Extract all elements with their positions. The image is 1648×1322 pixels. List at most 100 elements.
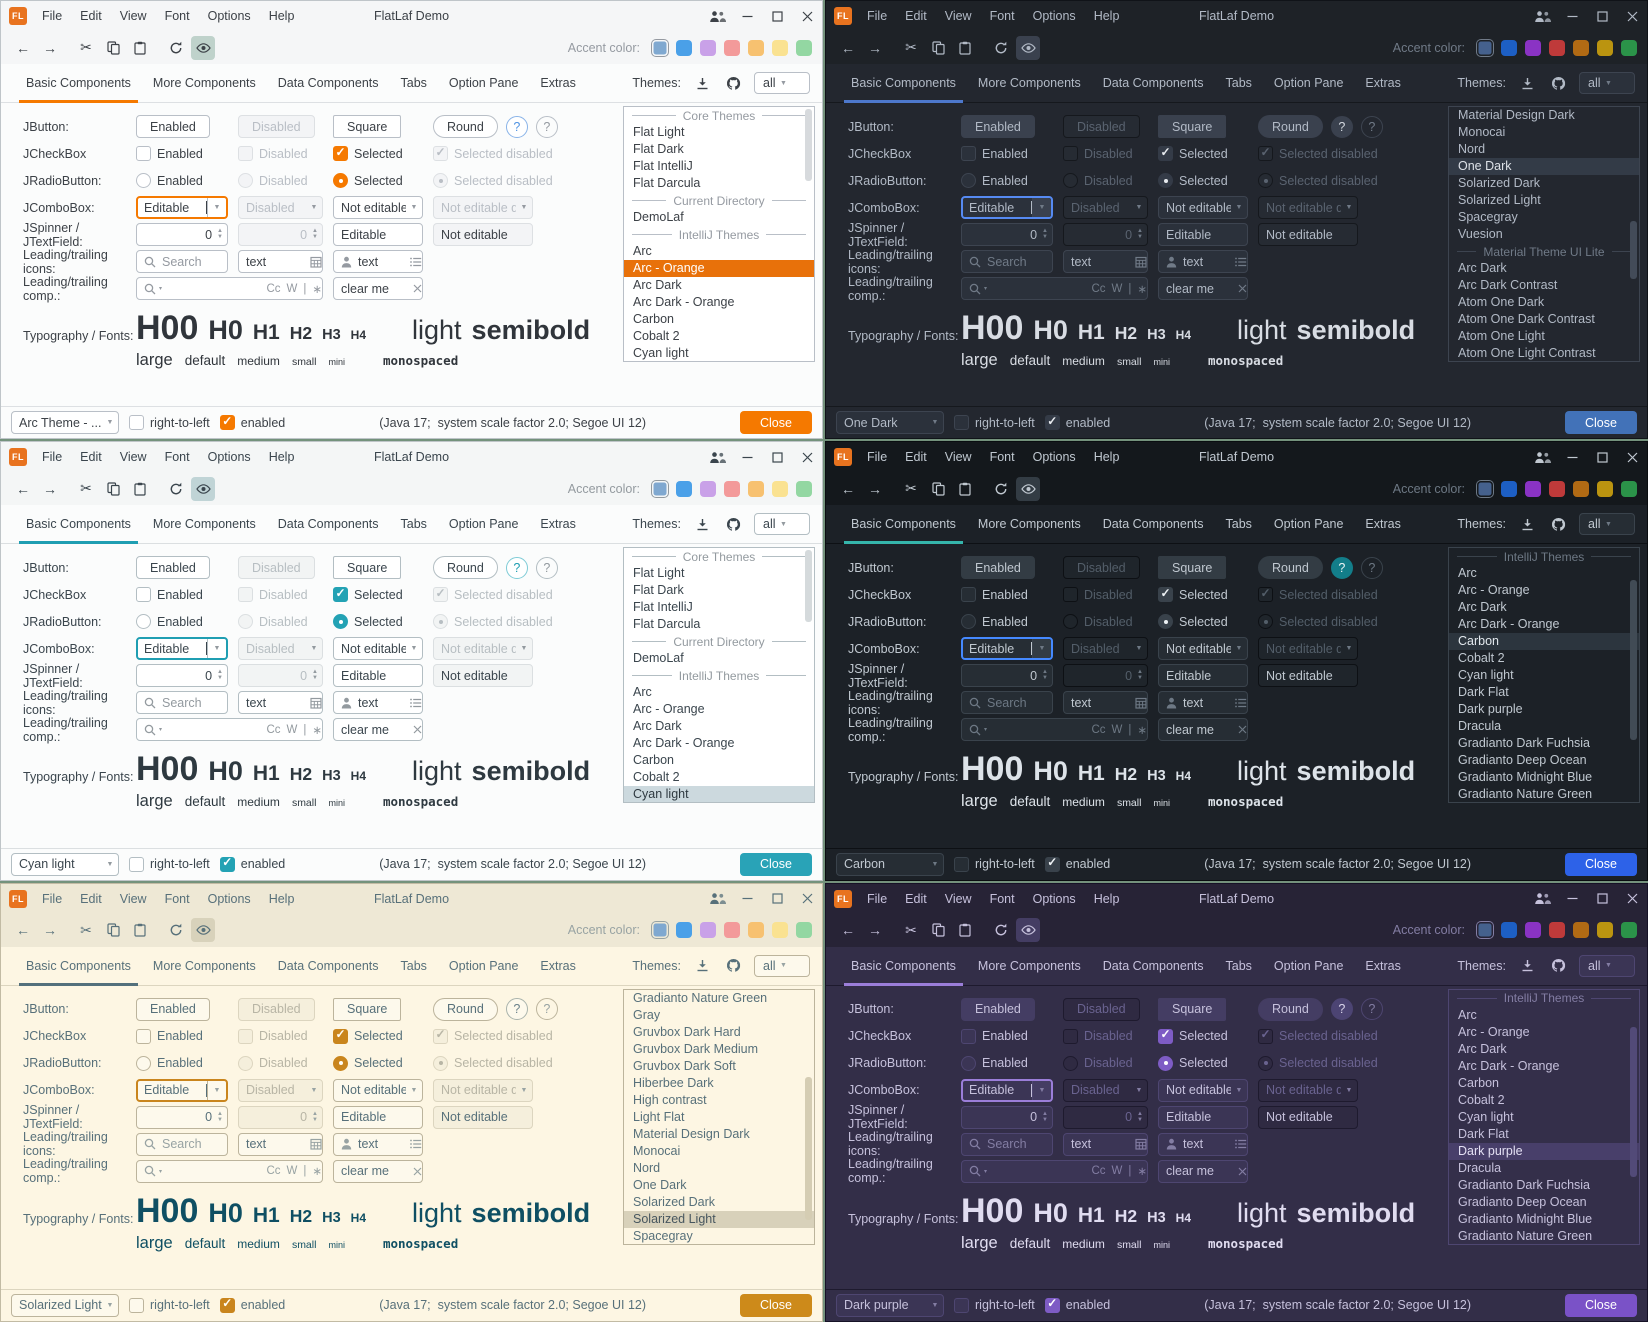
accent-swatch-3[interactable] <box>1525 480 1541 497</box>
accent-swatch-5[interactable] <box>748 39 764 56</box>
search-dropdown-icon[interactable] <box>144 283 156 295</box>
search-input[interactable]: Search <box>136 250 228 273</box>
theme-item-material-design-dark[interactable]: Material Design Dark <box>1458 108 1575 122</box>
enabled-checkbox[interactable]: enabled <box>1044 414 1110 431</box>
accent-swatch-3[interactable] <box>700 39 716 56</box>
refresh-icon[interactable] <box>989 36 1013 60</box>
theme-select-combo[interactable]: Carbon ▼ <box>836 852 944 876</box>
paste-icon[interactable] <box>128 36 152 60</box>
copy-icon[interactable] <box>101 477 125 501</box>
right-to-left-checkbox[interactable]: right-to-left <box>129 1297 210 1313</box>
github-icon[interactable] <box>723 73 743 93</box>
download-icon[interactable] <box>692 956 712 976</box>
theme-item-carbon[interactable]: Carbon <box>1449 633 1639 651</box>
close-window-button[interactable] <box>1617 442 1647 472</box>
tab-option-pane[interactable]: Option Pane <box>448 76 519 90</box>
copy-icon[interactable] <box>926 918 950 942</box>
textfield-editable[interactable]: Editable <box>333 664 423 688</box>
user-input[interactable]: text <box>1158 1132 1248 1156</box>
accent-swatch-1[interactable] <box>652 922 668 939</box>
tab-extras[interactable]: Extras <box>540 958 576 973</box>
theme-item-flat-light[interactable]: Flat Light <box>633 125 685 139</box>
list-icon[interactable] <box>410 257 422 267</box>
menu-file[interactable]: File <box>867 9 888 23</box>
radio-selected[interactable]: Selected <box>1158 1055 1228 1071</box>
radio-enabled[interactable]: Enabled <box>136 614 203 630</box>
checkbox-enabled[interactable]: Enabled <box>961 146 1028 161</box>
combobox-not-editable[interactable]: Not editable ▼ <box>1158 196 1248 219</box>
spinner[interactable]: 0 ▲ ▼ <box>136 1105 228 1129</box>
textfield-editable[interactable]: Editable <box>1158 664 1248 688</box>
enabled-button[interactable]: Enabled <box>961 556 1035 580</box>
combobox-not-editable[interactable]: Not editable ▼ <box>333 196 423 219</box>
theme-item-arc[interactable]: Arc <box>1458 566 1477 581</box>
theme-item-dark-flat[interactable]: Dark Flat <box>1458 685 1509 700</box>
github-icon[interactable] <box>1548 956 1568 976</box>
spinner-arrows-icon[interactable]: ▲ ▼ <box>1042 669 1048 682</box>
forward-icon[interactable]: → <box>43 39 57 56</box>
accent-swatch-1[interactable] <box>1477 39 1493 56</box>
spinner-arrows-icon[interactable]: ▲ ▼ <box>217 669 223 682</box>
radio-enabled[interactable]: Enabled <box>136 173 203 188</box>
tab-basic-components[interactable]: Basic Components <box>15 947 142 986</box>
maximize-button[interactable] <box>762 884 792 914</box>
chevron-down-icon[interactable]: ▼ <box>207 1080 226 1100</box>
accent-swatch-7[interactable] <box>1621 480 1637 497</box>
menu-font[interactable]: Font <box>989 9 1015 23</box>
theme-item-gradianto-midnight-blue[interactable]: Gradianto Midnight Blue <box>1458 770 1593 785</box>
chevron-down-icon[interactable]: ▼ <box>1032 639 1051 659</box>
radio-enabled[interactable]: Enabled <box>136 1055 203 1071</box>
tab-extras[interactable]: Extras <box>540 517 576 532</box>
clear-icon[interactable] <box>413 284 422 293</box>
tab-option-pane[interactable]: Option Pane <box>448 517 519 532</box>
tab-tabs[interactable]: Tabs <box>1225 76 1252 90</box>
user-input[interactable]: text <box>1158 250 1248 273</box>
theme-item-cobalt-2[interactable]: Cobalt 2 <box>1458 651 1505 666</box>
eye-toggle[interactable] <box>1016 35 1040 60</box>
spinner[interactable]: 0 ▲ ▼ <box>136 223 228 246</box>
help-button-primary[interactable]: ? <box>1330 556 1353 579</box>
clearable-input[interactable]: clear me <box>1158 1159 1248 1183</box>
theme-item-spacegray[interactable]: Spacegray <box>633 1228 693 1243</box>
enabled-checkbox[interactable]: enabled <box>219 855 285 872</box>
accent-swatch-1[interactable] <box>1477 922 1493 939</box>
combobox-editable[interactable]: Editable ▼ <box>961 1078 1053 1102</box>
combobox-not-editable[interactable]: Not editable ▼ <box>333 637 423 661</box>
regex-toggle[interactable]: ∗ <box>1137 724 1147 737</box>
theme-item-carbon[interactable]: Carbon <box>633 312 674 326</box>
cut-icon[interactable]: ✂ <box>80 39 92 55</box>
user-input[interactable]: text <box>1158 691 1248 715</box>
theme-item-cobalt-2[interactable]: Cobalt 2 <box>633 329 680 343</box>
theme-item-arc-dark[interactable]: Arc Dark <box>1458 1041 1507 1056</box>
theme-item-arc[interactable]: Arc <box>633 685 652 700</box>
whole-word-toggle[interactable]: W <box>1111 723 1123 736</box>
theme-item-monocai[interactable]: Monocai <box>633 1143 681 1158</box>
close-window-button[interactable] <box>1617 1 1647 31</box>
radio-selected[interactable]: Selected <box>1158 614 1228 630</box>
accent-swatch-2[interactable] <box>1501 480 1517 497</box>
theme-item-flat-dark[interactable]: Flat Dark <box>633 142 684 156</box>
users-icon[interactable] <box>1527 442 1557 472</box>
forward-icon[interactable]: → <box>868 922 882 939</box>
radio-selected[interactable]: Selected <box>333 614 403 630</box>
refresh-icon[interactable] <box>164 477 188 501</box>
accent-swatch-2[interactable] <box>1501 922 1517 939</box>
accent-swatch-7[interactable] <box>796 922 812 939</box>
menu-options[interactable]: Options <box>207 891 251 906</box>
theme-item-one-dark[interactable]: One Dark <box>633 1177 687 1192</box>
whole-word-toggle[interactable]: W <box>286 282 298 295</box>
menu-help[interactable]: Help <box>268 450 295 465</box>
accent-swatch-1[interactable] <box>652 480 668 497</box>
accent-swatch-6[interactable] <box>1597 39 1613 56</box>
round-button[interactable]: Round <box>1258 556 1323 580</box>
scrollbar-thumb[interactable] <box>805 109 812 181</box>
maximize-button[interactable] <box>1587 884 1617 914</box>
refresh-icon[interactable] <box>164 918 188 942</box>
user-input[interactable]: text <box>333 250 423 273</box>
download-icon[interactable] <box>692 514 712 534</box>
menu-edit[interactable]: Edit <box>80 9 102 23</box>
accent-swatch-5[interactable] <box>1573 480 1589 497</box>
search-dropdown-icon[interactable] <box>969 283 981 295</box>
theme-item-flat-intellij[interactable]: Flat IntelliJ <box>633 159 693 173</box>
tab-more-components[interactable]: More Components <box>977 517 1081 532</box>
